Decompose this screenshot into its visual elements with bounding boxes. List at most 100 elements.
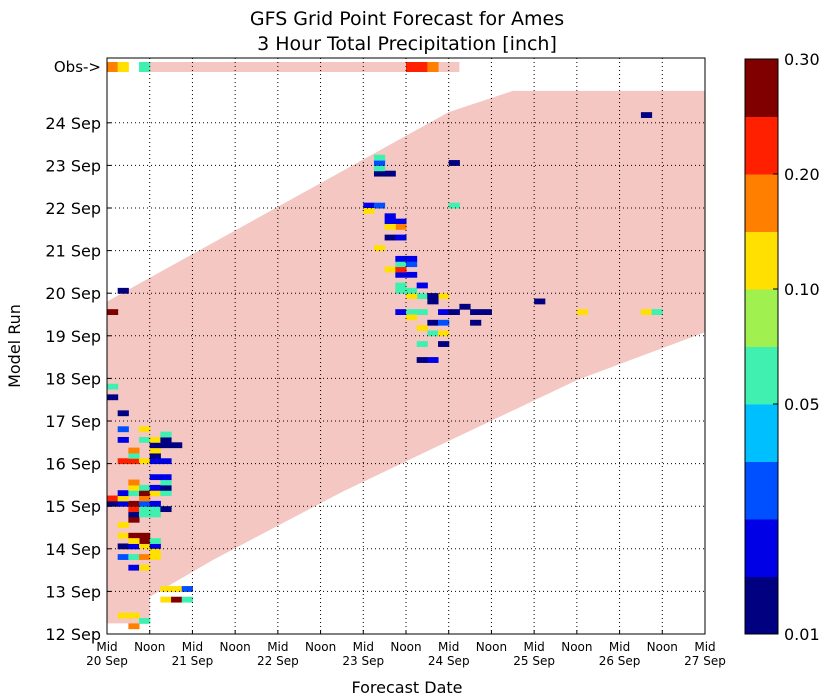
chart-subtitle: 3 Hour Total Precipitation [inch] — [257, 33, 557, 55]
heatmap-cell — [640, 112, 653, 118]
y-tick-label: 23 Sep — [45, 156, 101, 175]
heatmap-cell — [128, 554, 140, 560]
heatmap-cell — [107, 383, 119, 390]
heatmap-cell — [480, 309, 492, 315]
heatmap-cell — [139, 500, 151, 507]
heatmap-cell — [107, 314, 108, 321]
heatmap-cell — [416, 325, 428, 331]
heatmap-cell — [139, 511, 151, 518]
x-tick-label-time: Noon — [134, 640, 165, 654]
heatmap-cell — [128, 500, 140, 507]
y-tick-label: 16 Sep — [45, 455, 101, 474]
obs-coverage-strip — [149, 62, 460, 72]
x-tick-label-time: Noon — [647, 640, 678, 654]
heatmap-cell — [470, 319, 482, 326]
heatmap-cell — [395, 261, 407, 268]
y-tick-label: 15 Sep — [45, 497, 101, 516]
heatmap-cell — [384, 234, 396, 241]
heatmap-cell — [149, 538, 161, 544]
heatmap-cell — [448, 160, 460, 166]
heatmap-cell — [117, 495, 129, 502]
x-tick-label-time: Mid — [96, 640, 117, 654]
y-tick-label: 13 Sep — [45, 582, 101, 601]
heatmap-cell — [576, 309, 589, 315]
x-tick-label-date: 22 Sep — [257, 654, 299, 668]
heatmap-cell — [117, 410, 129, 417]
heatmap-cell — [160, 479, 172, 486]
obs-cell — [107, 62, 119, 72]
colorbar-frame — [744, 58, 779, 635]
obs-cell — [406, 62, 418, 72]
heatmap-cell — [117, 554, 129, 560]
y-axis-ticks: 12 Sep 13 Sep 14 Sep 15 Sep 16 Sep 17 Sep 18 S… — [45, 114, 111, 644]
heatmap-cell — [117, 490, 129, 497]
colorbar-tick-label: 0.30 — [784, 50, 820, 69]
y-tick-label: 21 Sep — [45, 242, 101, 261]
heatmap-cell — [160, 506, 172, 513]
x-tick-label-date: 20 Sep — [86, 654, 128, 668]
heatmap-cell — [117, 287, 129, 294]
heatmap-cell — [373, 170, 386, 177]
obs-row-label: Obs-> — [54, 58, 101, 76]
x-tick-label-time: Mid — [353, 640, 374, 654]
heatmap-cell — [149, 500, 161, 507]
heatmap-cell — [427, 319, 439, 326]
chart-title: GFS Grid Point Forecast for Ames — [250, 8, 564, 30]
heatmap-cell — [139, 426, 151, 433]
heatmap-cell — [128, 543, 140, 550]
heatmap-cell — [395, 309, 407, 315]
colorbar-tick-label: 0.05 — [784, 395, 820, 414]
heatmap-cell — [181, 596, 193, 603]
x-tick-label-time: Mid — [182, 640, 203, 654]
grid-lines — [106, 58, 706, 635]
heatmap-cell — [438, 341, 450, 347]
heatmap-cell — [416, 309, 428, 315]
heatmap-cell — [534, 298, 546, 305]
heatmap-cell — [160, 431, 172, 438]
heatmap-cell — [406, 261, 418, 268]
heatmap-cell — [107, 495, 119, 502]
heatmap-cell — [128, 452, 140, 459]
heatmap-cell — [363, 208, 375, 214]
heatmap-cell — [128, 484, 140, 491]
heatmap-cell — [416, 282, 428, 289]
heatmap-cell — [139, 543, 151, 550]
x-tick-label-date: 23 Sep — [342, 654, 384, 668]
heatmap-cell — [438, 293, 450, 300]
heatmap-cell — [384, 213, 396, 220]
colorbar-segment — [745, 461, 778, 520]
heatmap-cell — [117, 500, 129, 507]
heatmap-cell — [128, 623, 140, 630]
heatmap-cell — [160, 586, 172, 592]
heatmap-cell — [139, 506, 151, 513]
colorbar-segment — [745, 576, 778, 635]
heatmap-cell — [160, 436, 172, 443]
heatmap-cell — [395, 266, 407, 273]
heatmap-cell — [395, 282, 407, 289]
y-tick-label: 18 Sep — [45, 369, 101, 388]
heatmap-cell — [395, 255, 407, 262]
heatmap-cell — [384, 223, 396, 230]
heatmap-cell — [149, 447, 161, 454]
colorbar-segment — [745, 174, 778, 232]
x-tick-label-time: Mid — [609, 640, 630, 654]
heatmap-cell — [117, 522, 129, 528]
heatmap-cell — [395, 218, 407, 225]
y-tick-label: 19 Sep — [45, 327, 101, 346]
x-tick-label-date: 26 Sep — [599, 654, 641, 668]
heatmap-cell — [128, 532, 140, 539]
heatmap-cell — [438, 330, 450, 337]
heatmap-cell — [117, 458, 129, 465]
heatmap-cell — [139, 532, 151, 539]
obs-cell — [117, 62, 129, 72]
colorbar-segment — [745, 59, 778, 117]
heatmap-cell — [107, 394, 119, 401]
heatmap-cell — [427, 330, 439, 337]
heatmap-cell — [128, 538, 140, 544]
heatmap-cell — [416, 341, 428, 347]
heatmap-cell — [384, 170, 396, 177]
heatmap-cell — [139, 458, 151, 465]
heatmap-cell — [107, 309, 108, 315]
heatmap-cell — [448, 202, 460, 209]
